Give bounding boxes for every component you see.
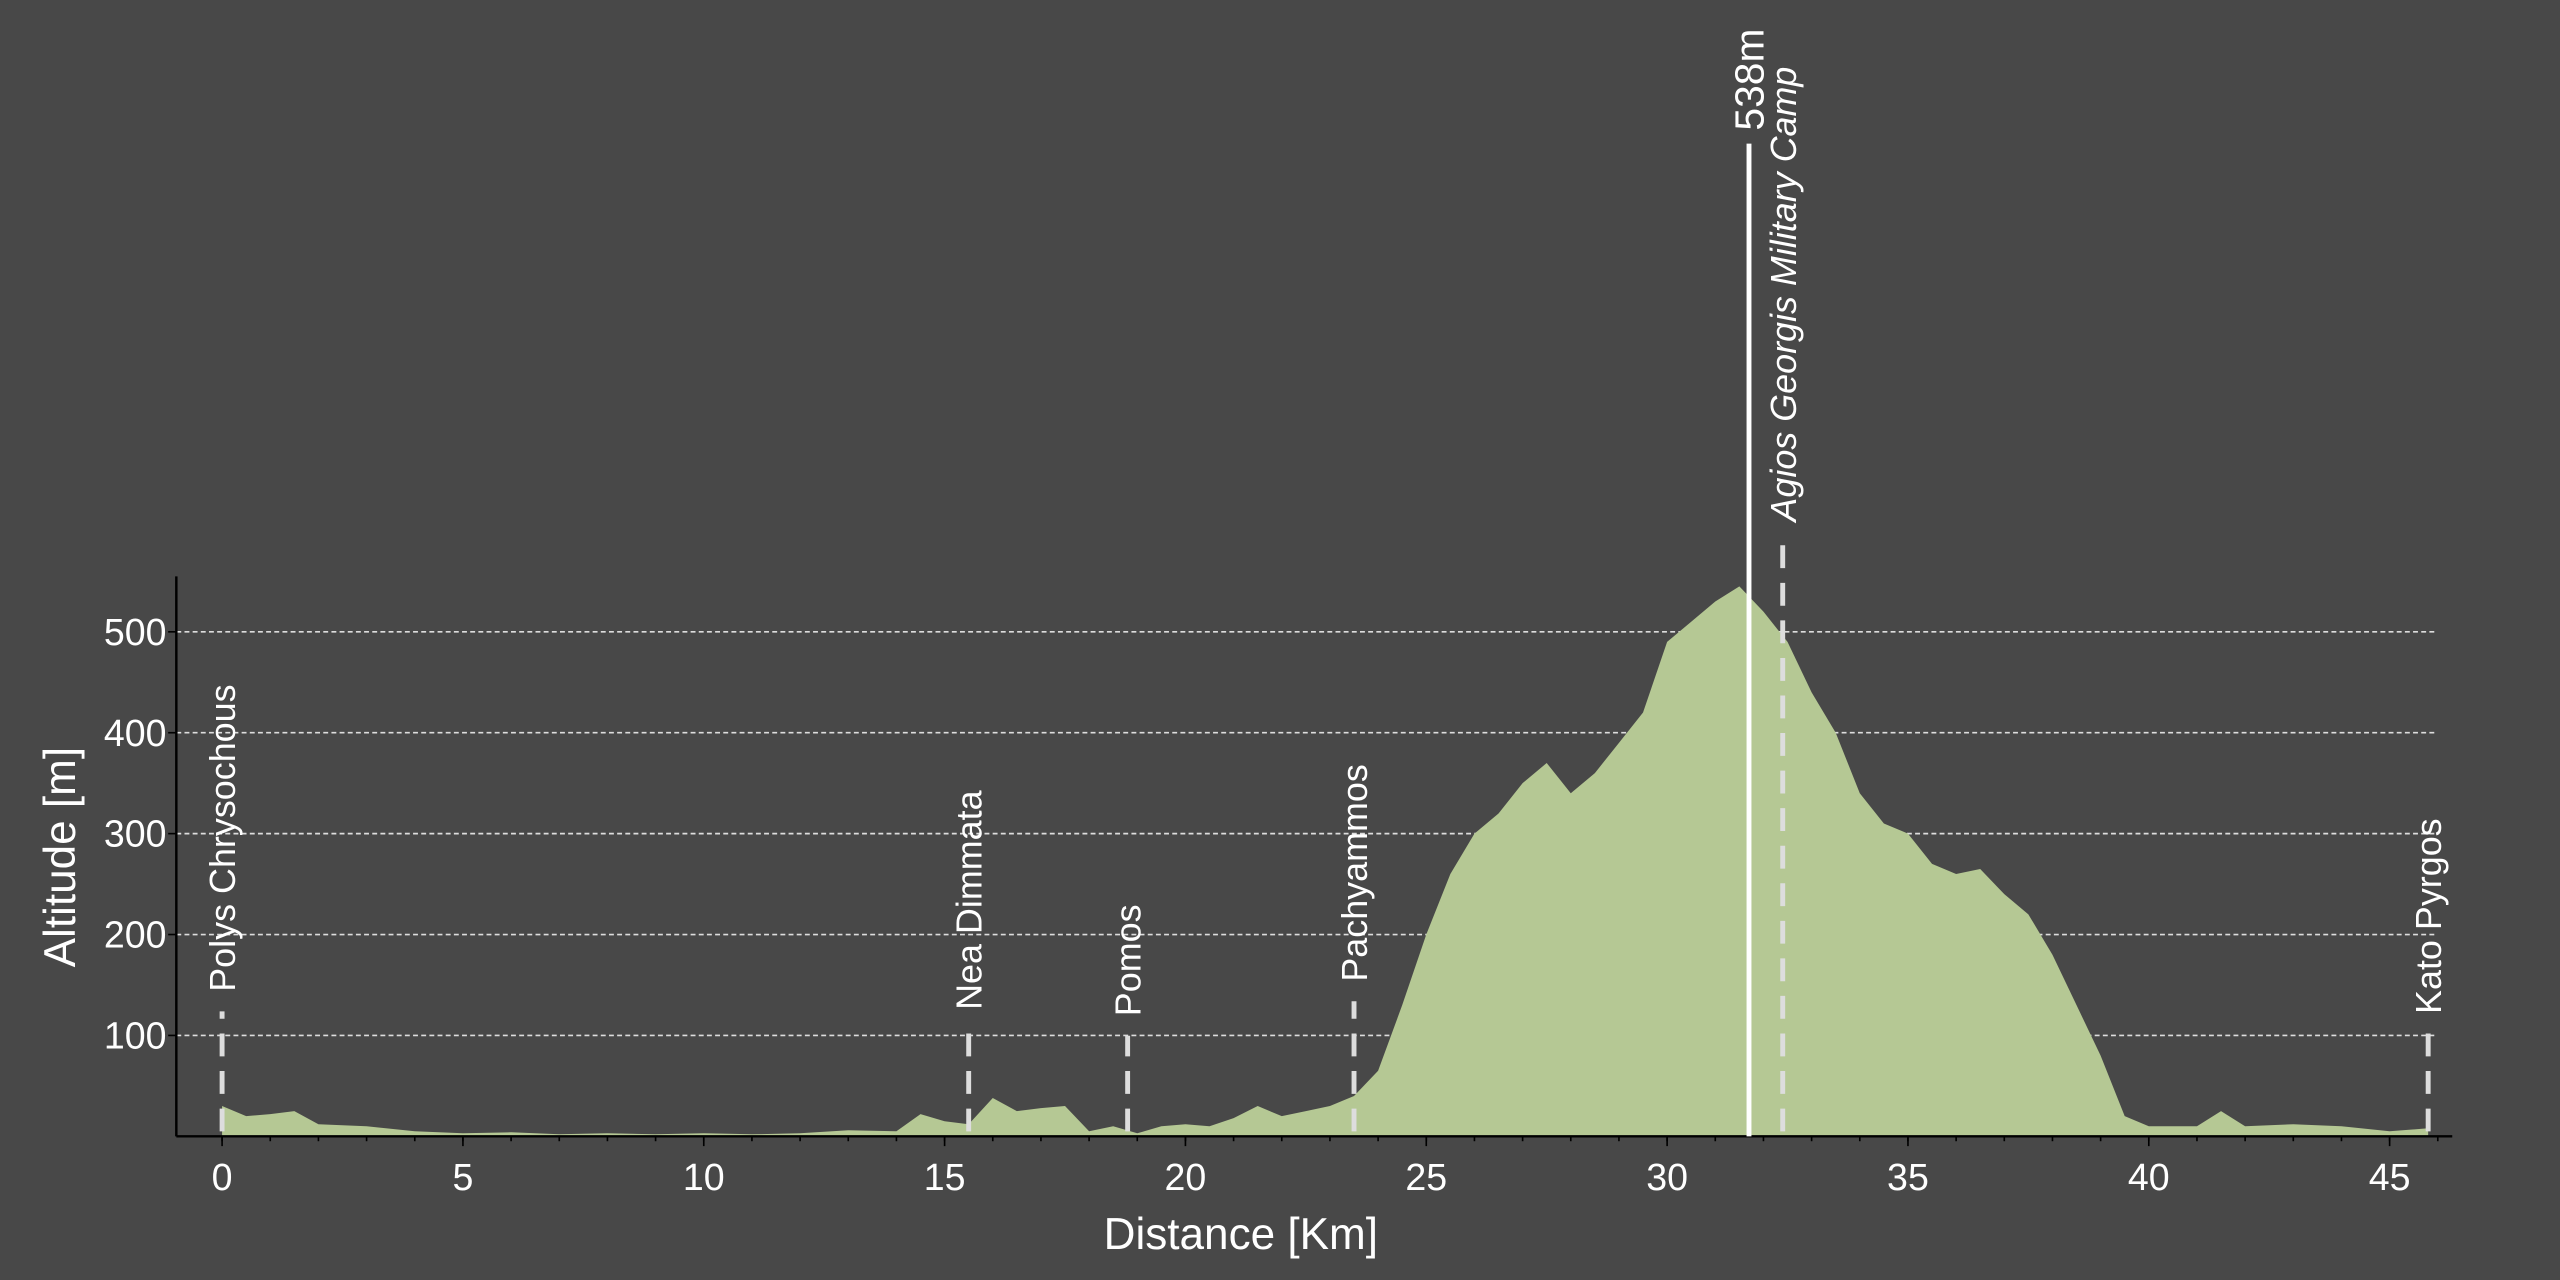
y-tick-label: 100 bbox=[104, 1014, 167, 1056]
waypoint-label: Pomos bbox=[1108, 904, 1149, 1016]
x-tick-label: 0 bbox=[212, 1156, 233, 1198]
peak-label: 538m bbox=[1727, 29, 1773, 131]
x-tick-label: 40 bbox=[2128, 1156, 2170, 1198]
y-tick-label: 300 bbox=[104, 813, 167, 855]
y-tick-label: 400 bbox=[104, 712, 167, 754]
x-tick-label: 5 bbox=[452, 1156, 473, 1198]
y-tick-label: 200 bbox=[104, 914, 167, 956]
waypoint-label: Polys Chrysochous bbox=[202, 684, 243, 991]
y-axis-title: Altitude [m] bbox=[36, 747, 85, 967]
x-tick-label: 30 bbox=[1646, 1156, 1688, 1198]
x-tick-label: 15 bbox=[924, 1156, 966, 1198]
waypoint-label: Nea Dimmata bbox=[949, 790, 990, 1010]
x-tick-label: 10 bbox=[683, 1156, 725, 1198]
waypoint-label: Agios Georgis Military Camp bbox=[1763, 67, 1804, 524]
waypoint-label: Pachyammos bbox=[1334, 764, 1375, 982]
y-tick-label: 500 bbox=[104, 611, 167, 653]
waypoint-label: Kato Pyrgos bbox=[2408, 818, 2449, 1014]
x-axis-title: Distance [Km] bbox=[1104, 1210, 1378, 1259]
elevation-area bbox=[222, 586, 2429, 1137]
x-tick-label: 35 bbox=[1887, 1156, 1929, 1198]
x-tick-label: 25 bbox=[1405, 1156, 1447, 1198]
x-tick-label: 20 bbox=[1165, 1156, 1207, 1198]
x-tick-label: 45 bbox=[2369, 1156, 2411, 1198]
